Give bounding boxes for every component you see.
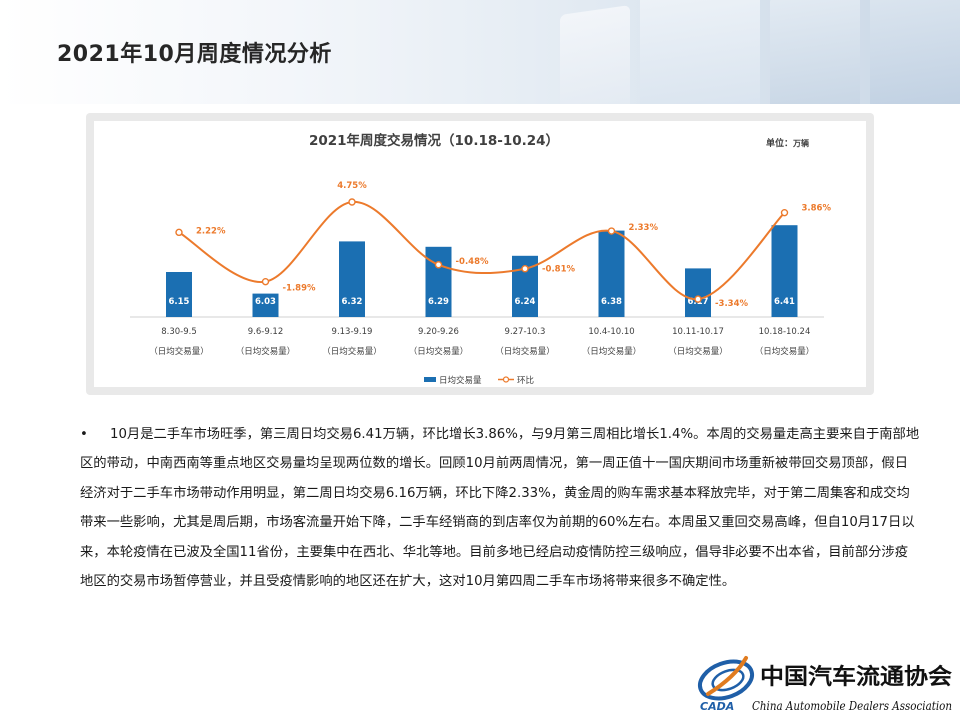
bar-7 bbox=[771, 225, 798, 317]
x-tick-sublabel: （日均交易量） bbox=[495, 346, 555, 357]
weekly-trade-chart: 2021年周度交易情况（10.18-10.24） 单位：万辆 6.15 6.03 6… bbox=[130, 132, 832, 386]
mom-value-label: 3.86% bbox=[802, 204, 832, 214]
mom-point-2 bbox=[348, 198, 356, 206]
bar-value-label: 6.03 bbox=[255, 297, 276, 307]
analysis-text: • 10月是二手车市场旺季，第三周日均交易6.41万辆，环比增长3.86%，与9… bbox=[80, 420, 920, 596]
chart-title: 2021年周度交易情况（10.18-10.24） bbox=[309, 132, 559, 149]
bar-value-label: 6.32 bbox=[342, 297, 363, 307]
logo-name-cn: 中国汽车流通协会 bbox=[760, 664, 952, 690]
x-tick-label: 10.18-10.24 bbox=[759, 327, 811, 337]
chart-unit-label: 单位：万辆 bbox=[766, 137, 809, 149]
bar-5 bbox=[598, 230, 625, 317]
logo-emblem-ring-inner bbox=[711, 668, 745, 692]
header-decoration bbox=[560, 5, 630, 104]
mom-point-0 bbox=[175, 228, 183, 237]
bar-1 bbox=[252, 293, 279, 317]
page-title: 2021年10月周度情况分析 bbox=[57, 42, 332, 67]
x-tick-sublabel: （日均交易量） bbox=[755, 346, 815, 357]
mom-value-label: -0.81% bbox=[542, 265, 575, 275]
bar-6 bbox=[685, 268, 711, 317]
header-decoration bbox=[640, 0, 760, 104]
x-tick-sublabel: （日均交易量） bbox=[322, 346, 382, 357]
bar-0 bbox=[166, 272, 192, 317]
x-tick-label: 9.20-9.26 bbox=[418, 327, 459, 337]
x-tick-sublabel: （日均交易量） bbox=[149, 346, 209, 357]
logo-mark: CADA bbox=[700, 700, 734, 713]
logo-emblem-ring bbox=[697, 659, 755, 701]
bar-value-label: 6.15 bbox=[169, 297, 190, 307]
cada-logo: CADA 中国汽车流通协会 China Automobile Dealers A… bbox=[694, 650, 960, 720]
x-tick-sublabel: （日均交易量） bbox=[668, 346, 728, 357]
mom-value-label: 4.75% bbox=[337, 181, 367, 191]
legend-item-daily: 日均交易量 bbox=[439, 375, 482, 386]
legend-item-mom: 环比 bbox=[517, 375, 534, 386]
x-tick-sublabel: （日均交易量） bbox=[582, 346, 642, 357]
bar-value-label: 6.29 bbox=[428, 297, 449, 307]
legend-swatch-marker bbox=[502, 376, 510, 383]
x-tick-label: 10.11-10.17 bbox=[672, 327, 724, 337]
bar-value-label: 6.41 bbox=[774, 297, 795, 307]
x-tick-sublabel: （日均交易量） bbox=[409, 346, 469, 357]
chart-legend: 日均交易量 环比 bbox=[424, 375, 534, 386]
mom-point-7 bbox=[780, 208, 789, 217]
chart-panel: 2021年周度交易情况（10.18-10.24） 单位：万辆 6.15 6.03 6… bbox=[94, 121, 866, 387]
header-banner bbox=[0, 0, 960, 104]
mom-series-line bbox=[178, 200, 786, 301]
x-tick-sublabel: （日均交易量） bbox=[236, 346, 296, 357]
header-decoration bbox=[870, 0, 960, 104]
mom-value-label: -0.48% bbox=[456, 257, 489, 267]
mom-point-5 bbox=[607, 227, 616, 235]
mom-point-6 bbox=[694, 295, 702, 303]
bar-value-label: 6.24 bbox=[515, 297, 536, 307]
legend-swatch-bar bbox=[424, 377, 436, 382]
bar-value-label: 6.38 bbox=[601, 297, 622, 307]
x-tick-label: 10.4-10.10 bbox=[588, 327, 634, 337]
header-decoration bbox=[770, 0, 860, 104]
analysis-paragraph: 10月是二手车市场旺季，第三周日均交易6.41万辆，环比增长3.86%，与9月第… bbox=[80, 427, 920, 590]
x-tick-label: 9.27-10.3 bbox=[505, 327, 546, 337]
mom-value-label: -1.89% bbox=[283, 284, 316, 294]
mom-point-3 bbox=[434, 261, 443, 269]
mom-value-label: 2.33% bbox=[629, 223, 659, 233]
mom-value-label: -3.34% bbox=[715, 299, 748, 309]
mom-point-4 bbox=[521, 265, 529, 273]
mom-point-1 bbox=[261, 277, 270, 286]
bar-2 bbox=[339, 241, 365, 317]
cada-logo-graphic: CADA 中国汽车流通协会 China Automobile Dealers A… bbox=[697, 656, 952, 713]
mom-value-label: 2.22% bbox=[196, 226, 226, 236]
logo-name-en: China Automobile Dealers Association bbox=[752, 699, 952, 713]
chart-frame: 2021年周度交易情况（10.18-10.24） 单位：万辆 6.15 6.03 6… bbox=[86, 113, 874, 395]
x-tick-label: 8.30-9.5 bbox=[161, 327, 197, 337]
x-tick-label: 9.6-9.12 bbox=[248, 327, 284, 337]
x-tick-label: 9.13-9.19 bbox=[332, 327, 373, 337]
bar-3 bbox=[425, 246, 452, 317]
logo-emblem-swoosh bbox=[706, 656, 748, 696]
bullet-marker: • bbox=[80, 427, 88, 442]
